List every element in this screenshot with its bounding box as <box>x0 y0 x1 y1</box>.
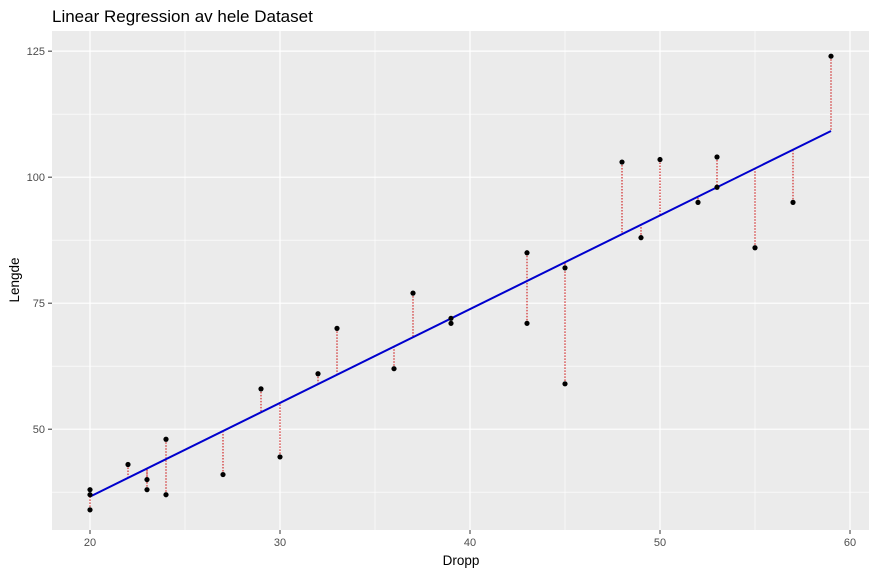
data-point <box>220 471 226 478</box>
data-point <box>790 199 796 205</box>
data-point <box>657 156 663 163</box>
x-tick-label: 50 <box>654 537 666 549</box>
data-point <box>334 325 340 331</box>
data-point <box>524 250 530 256</box>
data-point <box>562 381 568 387</box>
data-point <box>87 507 93 513</box>
x-tick-label: 20 <box>84 537 96 549</box>
y-tick-label: 125 <box>27 46 45 58</box>
x-tick-label: 30 <box>274 537 286 549</box>
y-tick-label: 50 <box>33 424 45 436</box>
data-point <box>144 476 150 483</box>
x-axis: 20 30 40 50 60 <box>84 530 856 549</box>
data-point <box>695 199 701 205</box>
data-point <box>752 245 758 251</box>
x-tick-label: 60 <box>844 537 856 549</box>
data-point <box>87 492 93 498</box>
data-point <box>828 53 834 59</box>
x-tick-label: 40 <box>464 537 476 549</box>
data-point <box>391 366 397 372</box>
data-point <box>258 386 264 392</box>
data-point <box>277 454 283 460</box>
data-point <box>144 487 150 493</box>
regression-line <box>89 130 832 498</box>
data-point <box>125 461 131 468</box>
data-point <box>163 492 169 498</box>
data-points <box>87 53 834 513</box>
data-point <box>619 159 625 165</box>
data-point <box>315 371 321 377</box>
y-tick-label: 100 <box>27 172 45 184</box>
data-point <box>714 184 720 190</box>
data-point <box>410 290 416 296</box>
data-point <box>714 154 720 160</box>
regression-line-group <box>89 130 832 498</box>
data-point <box>87 487 93 493</box>
data-point <box>562 265 568 271</box>
data-point <box>448 315 454 321</box>
residual-lines <box>89 56 832 510</box>
data-point <box>524 320 530 326</box>
y-axis: 50 75 100 125 <box>27 46 52 436</box>
y-tick-label: 75 <box>33 298 45 310</box>
chart-title: Linear Regression av hele Dataset <box>52 7 313 26</box>
data-point <box>163 436 169 442</box>
data-point <box>448 320 454 326</box>
x-axis-title: Dropp <box>443 553 480 568</box>
y-axis-title: Lengde <box>7 257 22 302</box>
data-point <box>638 235 644 241</box>
